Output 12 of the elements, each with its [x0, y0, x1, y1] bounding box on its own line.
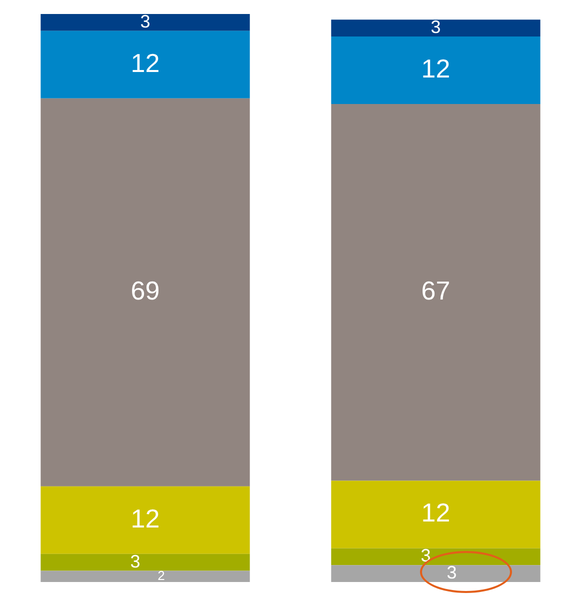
data-label: 3: [140, 11, 150, 32]
data-label: 3: [420, 546, 431, 566]
data-label: 3: [430, 17, 441, 38]
data-label: 12: [130, 48, 160, 78]
data-label: 67: [421, 276, 450, 306]
data-label: 69: [130, 276, 160, 306]
data-label: 12: [130, 503, 160, 534]
data-label: 12: [421, 498, 450, 528]
data-label: 3: [446, 562, 457, 583]
data-label: 2: [158, 568, 165, 583]
data-label: 12: [421, 53, 450, 84]
data-label: 3: [130, 551, 140, 572]
